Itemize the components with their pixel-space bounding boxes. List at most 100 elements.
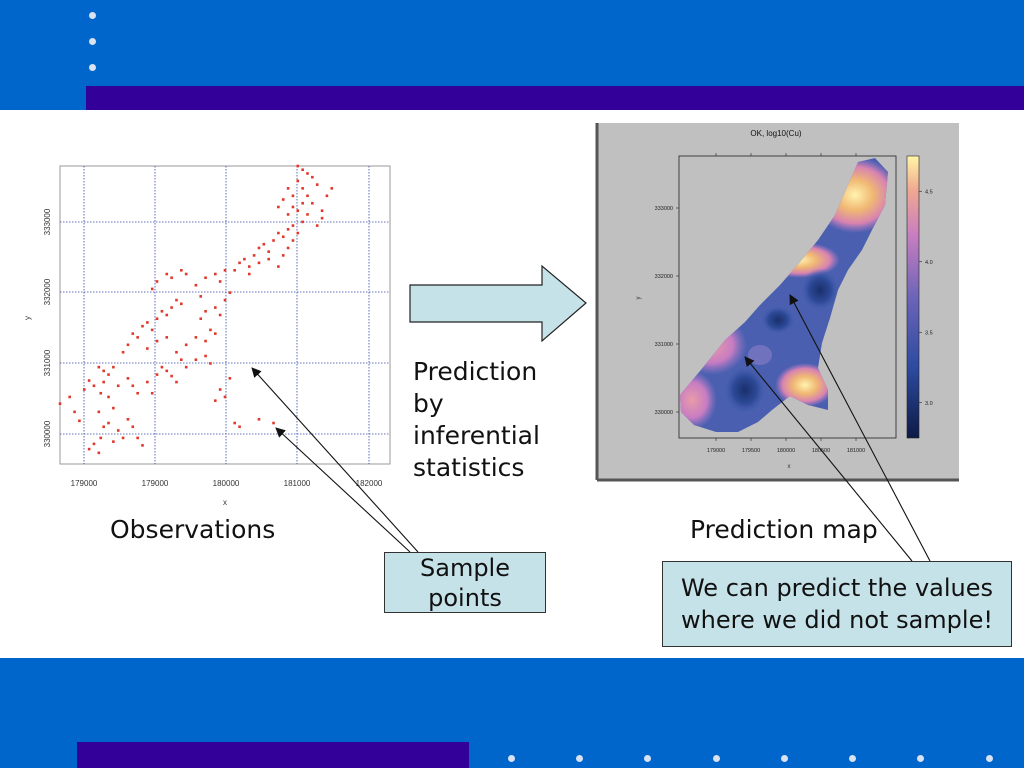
sample-point [301,220,304,224]
sample-point [131,384,135,388]
bullet-dot [917,755,924,762]
sample-point [194,336,198,339]
predict-values-callout: We can predict the values where we did n… [662,561,1012,647]
sample-point [325,194,329,198]
sample-point [184,365,188,369]
sample-point [160,309,164,313]
y-tick-label: 332000 [43,278,52,305]
bullet-dot [89,64,96,71]
x-tick-label: 181000 [847,448,865,454]
pointer-line [744,356,913,562]
sample-point [170,306,173,309]
sample-point [296,179,300,183]
sample-point [213,272,217,276]
observations-label: Observations [110,515,276,544]
sample-point [165,336,169,339]
colorbar-tick-label: 3.0 [925,401,933,407]
sample-point [194,358,198,361]
observations-points [58,164,334,455]
sample-point [136,436,139,440]
sample-point [301,168,304,172]
sample-point [238,425,241,429]
sample-point [281,254,285,257]
sample-point [126,377,130,380]
sample-point [247,272,251,276]
top-stripe [86,86,1024,110]
pointer-line [251,367,419,553]
sample-point [238,261,241,265]
prediction-map-x-ticks: 179000 179500 180000 180500 181000 [707,153,865,454]
sample-point [99,391,103,395]
observations-y-axis-label: y [23,316,32,320]
sample-point [87,379,91,382]
x-tick-label: 179000 [71,479,98,488]
sample-point [102,369,105,373]
sample-point [116,429,120,432]
sample-point [131,425,135,429]
sample-point [199,317,203,321]
callout-line: We can predict the values [680,574,993,602]
sample-point [228,291,232,294]
sample-point [223,298,227,302]
sample-point [107,421,110,425]
observations-plot: 179000 179000 180000 181000 182000 330000 331… [23,164,391,507]
sample-point [92,442,96,446]
sample-point [92,384,96,388]
y-tick-label: 332000 [655,274,673,280]
sample-point [296,164,300,168]
sample-point [209,328,212,332]
bullet-dot [849,755,856,762]
sample-point [165,369,169,373]
prediction-description: Prediction by inferential statistics [413,356,540,484]
sample-point [78,419,81,423]
sample-point [97,365,101,369]
sample-point [175,350,178,354]
sample-point [204,339,207,343]
sample-point [286,228,290,231]
sample-point [262,242,266,246]
sample-point [223,395,227,399]
callout-line: Sample [420,554,510,582]
x-tick-label: 182000 [356,479,383,488]
sample-point [213,306,217,309]
sample-point [155,339,159,343]
sample-point [218,313,222,317]
x-tick-label: 180000 [777,448,795,454]
sample-point [272,239,275,242]
sample-point [194,283,198,287]
sample-point [146,380,149,384]
sample-point [243,257,246,261]
sample-point [112,406,115,410]
sample-point [126,418,130,421]
y-tick-label: 331000 [655,342,673,348]
sample-point [204,276,207,280]
sample-point [306,194,309,198]
x-tick-label: 179500 [742,448,760,454]
sample-point [165,272,169,276]
colorbar-tick-label: 3.5 [925,330,933,336]
sample-point [204,309,207,313]
observations-x-ticks: 179000 179000 180000 181000 182000 [71,479,383,488]
y-tick-label: 330000 [655,410,673,416]
sample-point [247,265,251,268]
sample-point [311,175,314,179]
sample-point [175,298,178,302]
prediction-description-line: inferential [413,421,540,450]
sample-point [223,269,227,272]
sample-point [150,391,154,395]
sample-point [291,239,295,242]
sample-point [184,343,188,347]
sample-point [87,447,91,451]
prediction-map-y-axis-label: y [636,297,642,300]
sample-point [218,280,222,283]
pointer-line [275,427,411,553]
sample-point [257,246,261,250]
sample-point [58,402,62,405]
sample-point [126,343,130,347]
x-tick-label: 180500 [812,448,830,454]
prediction-map-label: Prediction map [690,515,878,544]
sample-point [281,235,285,239]
sample-point [131,332,135,335]
sample-point [320,216,324,220]
